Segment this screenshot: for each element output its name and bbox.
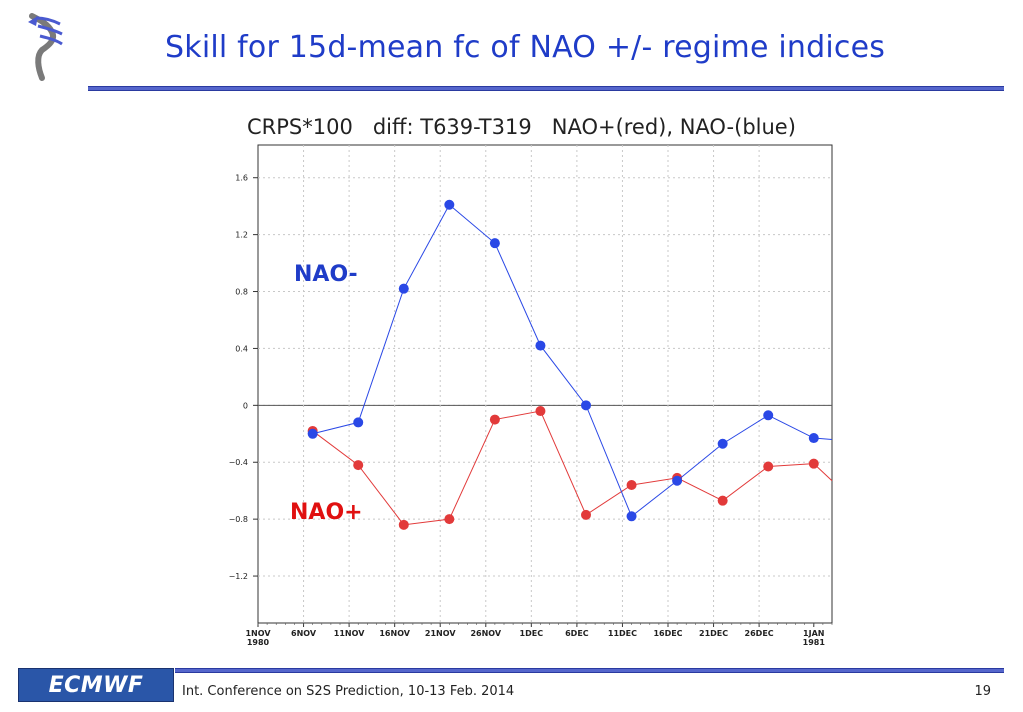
footer-logo-text: ECMWF [48,672,144,698]
annotation-nao-minus: NAO- [294,262,358,287]
footer-conference-text: Int. Conference on S2S Prediction, 10-13… [182,684,515,699]
title-divider [88,86,1004,91]
data-point-nao-minus [398,283,409,294]
data-point-nao-minus [672,475,683,486]
x-tick-label: 11NOV [334,629,365,638]
ecmwf-footer-logo: ECMWF [18,668,174,702]
series-layer [307,199,833,530]
data-point-nao-minus [581,400,591,411]
x-tick-label: 6DEC [565,629,589,638]
data-point-nao-minus [626,511,637,522]
data-point-nao-plus [581,509,591,520]
x-tick-label: 11DEC [608,629,637,638]
y-tick-label: −1.2 [229,572,248,581]
slide-title: Skill for 15d-mean fc of NAO +/- regime … [165,30,886,65]
data-point-nao-minus [307,428,318,439]
y-tick-label: 0.4 [235,344,248,353]
y-tick-label: −0.4 [229,458,248,467]
data-point-nao-plus [763,461,774,472]
data-point-nao-plus [353,460,364,471]
chart-title: CRPS*100 diff: T639-T319 NAO+(red), NAO-… [247,115,796,139]
x-tick-label: 1DEC [520,629,544,638]
data-point-nao-minus [444,199,455,210]
x-tick-label: 26NOV [470,629,501,638]
x-tick-label: 21DEC [699,629,728,638]
x-tick-label: 16NOV [379,629,410,638]
data-point-nao-minus [489,238,500,249]
series-line-nao-plus [312,410,833,526]
y-tick-label: 0 [243,401,248,410]
x-tick-label-year: 1980 [247,638,270,647]
data-point-nao-plus [808,458,819,469]
data-point-nao-plus [717,495,728,506]
x-tick-label: 1JAN [803,629,824,638]
plot-frame [257,144,833,624]
data-point-nao-plus [535,406,546,417]
x-tick-label: 1NOV [245,629,271,638]
footer-divider [175,668,1004,673]
data-point-nao-plus [398,519,409,530]
data-point-nao-minus [717,438,728,449]
data-point-nao-plus [489,414,500,425]
x-tick-label: 6NOV [291,629,317,638]
annotation-nao-plus: NAO+ [290,500,363,525]
x-tick-label-year: 1981 [803,638,826,647]
series-line-nao-minus [312,203,833,518]
y-tick-label: −0.8 [229,515,248,524]
page-number: 19 [974,684,991,699]
data-point-nao-plus [444,514,455,525]
data-point-nao-minus [353,417,364,428]
x-tick-label: 16DEC [653,629,682,638]
y-tick-label: 0.8 [235,288,248,297]
data-point-nao-minus [808,433,819,444]
x-tick-label: 21NOV [425,629,456,638]
y-tick-label: 1.6 [235,174,248,183]
y-tick-label: 1.2 [235,231,248,240]
ecmwf-bird-logo [18,10,72,82]
x-tick-label: 26DEC [745,629,774,638]
data-point-nao-minus [535,340,546,351]
data-point-nao-minus [763,410,774,421]
data-point-nao-plus [626,480,637,491]
grid-layer [258,145,832,623]
